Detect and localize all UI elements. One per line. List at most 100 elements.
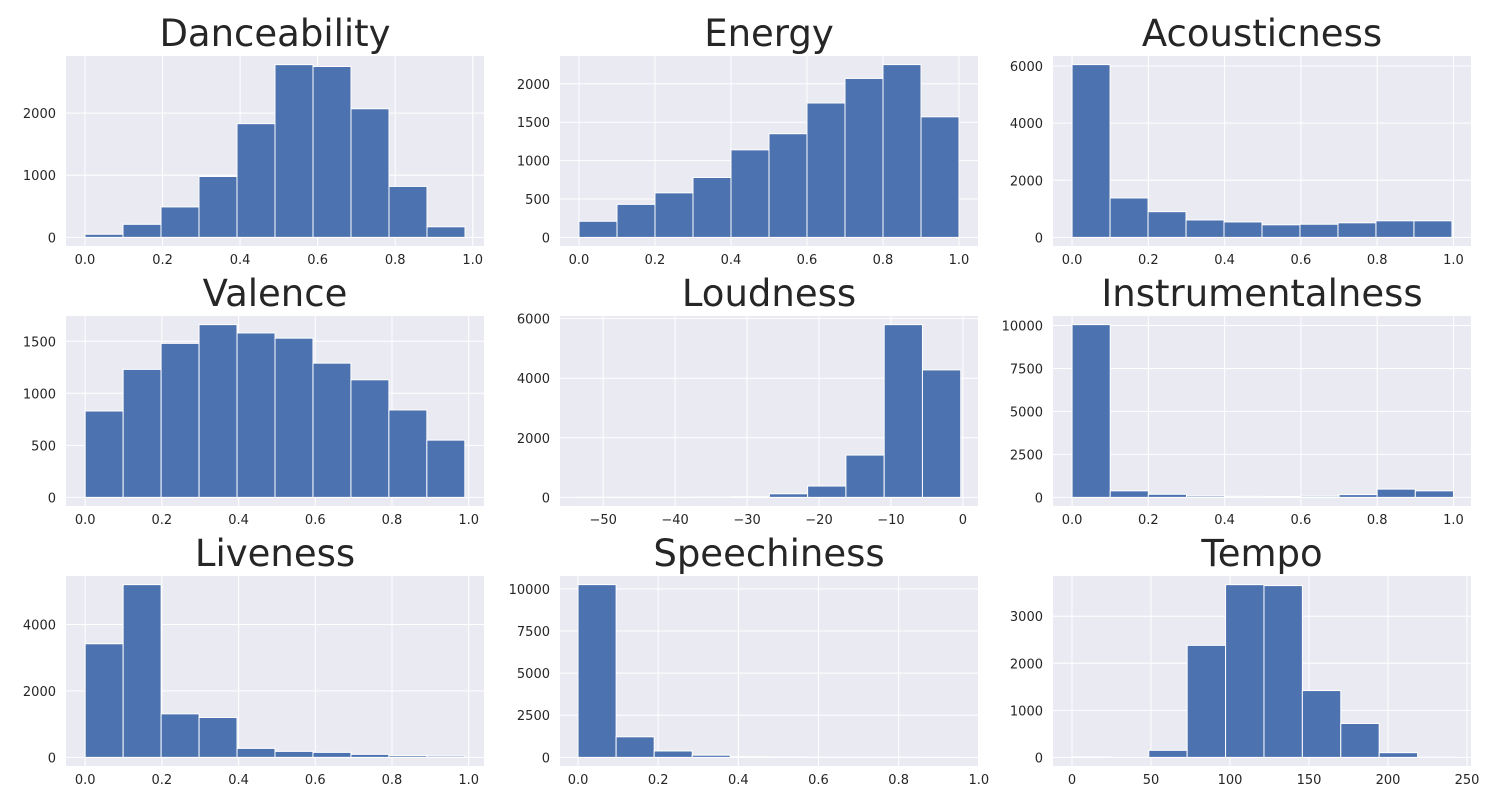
x-tick-label: 150: [1297, 773, 1322, 788]
x-tick-label: 250: [1455, 773, 1480, 788]
y-tick-label: 2000: [23, 685, 56, 700]
x-tick-label: 0.8: [382, 773, 403, 788]
x-tick-label: 0.0: [75, 513, 96, 528]
x-tick-label: 0.0: [75, 253, 96, 268]
chart-title: Loudness: [682, 272, 856, 315]
histogram-bar: [1147, 493, 1187, 498]
y-tick-label: 5000: [1010, 405, 1043, 420]
histogram-bar: [198, 175, 238, 238]
histogram-bar: [1338, 494, 1378, 498]
x-tick-label: 0.2: [1138, 253, 1159, 268]
y-tick-label: 2000: [517, 78, 550, 93]
histogram-bar: [844, 77, 884, 238]
x-tick-label: 0.2: [152, 253, 173, 268]
x-tick-label: 0.0: [1062, 253, 1083, 268]
histogram-bar: [1261, 224, 1301, 238]
histogram-bar: [616, 203, 656, 238]
histogram-bar: [236, 332, 276, 498]
x-tick-label: −20: [805, 513, 832, 528]
x-tick-label: 1.0: [968, 773, 989, 788]
histogram-bar: [198, 717, 238, 758]
y-tick-label: 4000: [517, 372, 550, 387]
histogram-bar: [577, 584, 617, 758]
histogram-bar: [1262, 496, 1302, 498]
histogram-bar: [807, 485, 847, 498]
x-tick-label: 0.4: [1214, 513, 1235, 528]
y-tick-label: 0: [48, 231, 56, 246]
y-tick-label: 4000: [1010, 117, 1043, 132]
y-tick-label: 0: [48, 751, 56, 766]
x-tick-label: −30: [733, 513, 760, 528]
x-tick-label: 0.4: [228, 773, 249, 788]
y-tick-label: 2000: [23, 107, 56, 122]
x-tick-label: 0.6: [1291, 253, 1312, 268]
y-tick-label: 6000: [517, 313, 550, 328]
x-tick-label: 200: [1376, 773, 1401, 788]
x-tick-label: 0.0: [569, 253, 590, 268]
y-tick-label: 4000: [23, 618, 56, 633]
chart-title: Acousticness: [1142, 12, 1382, 55]
histogram-bar: [236, 747, 276, 758]
histogram-bar: [160, 206, 200, 238]
x-tick-label: −50: [589, 513, 616, 528]
histogram-bar: [1109, 490, 1149, 498]
y-tick-label: 7500: [1010, 362, 1043, 377]
histogram-bar: [122, 368, 162, 498]
y-tick-label: 2000: [1010, 174, 1043, 189]
histogram-bar: [84, 410, 124, 498]
histogram-bar: [198, 324, 238, 498]
histogram-bar: [883, 324, 923, 498]
y-tick-label: 0: [542, 231, 550, 246]
histogram-bar: [1375, 220, 1415, 238]
x-tick-label: −10: [877, 513, 904, 528]
histogram-bar: [1223, 221, 1263, 238]
x-tick-label: 0.8: [385, 253, 406, 268]
x-tick-label: 1.0: [458, 773, 479, 788]
histogram-bar: [691, 754, 731, 758]
histogram-bar: [350, 379, 390, 498]
chart-title: Danceability: [159, 12, 390, 55]
histogram-bar: [1225, 584, 1265, 758]
histogram-bar: [1301, 690, 1342, 758]
x-tick-label: 0.8: [1367, 253, 1388, 268]
x-tick-label: 0.4: [230, 253, 251, 268]
histogram-bar: [122, 584, 162, 758]
y-tick-label: 1000: [517, 155, 550, 170]
y-tick-label: 2500: [517, 709, 550, 724]
x-tick-label: 0.6: [307, 253, 328, 268]
x-tick-label: 0.4: [1214, 253, 1235, 268]
y-tick-label: 0: [542, 491, 550, 506]
y-tick-label: 0: [1035, 231, 1043, 246]
histogram-bar: [1147, 211, 1187, 238]
histogram-bar: [1299, 223, 1339, 238]
chart-title: Speechiness: [653, 532, 884, 575]
histogram-bar: [920, 116, 960, 238]
histogram-bar: [768, 493, 809, 498]
x-tick-label: 0.2: [645, 253, 666, 268]
histogram-bar: [654, 192, 694, 238]
histogram-bar: [426, 439, 466, 498]
histogram-bar: [160, 342, 200, 498]
histogram-bar: [274, 750, 314, 758]
y-tick-label: 10000: [509, 583, 550, 598]
x-tick-label: 1.0: [462, 253, 483, 268]
histogram-bar: [84, 643, 124, 758]
chart-title: Energy: [704, 12, 834, 55]
chart-title: Instrumentalness: [1101, 272, 1422, 315]
x-tick-label: 0.6: [305, 773, 326, 788]
histogram-bar: [274, 337, 314, 498]
x-tick-label: 100: [1218, 773, 1243, 788]
histogram-bar: [1414, 490, 1454, 498]
histogram-bar: [1413, 220, 1453, 238]
x-tick-label: 0.2: [152, 513, 173, 528]
x-tick-label: 0.8: [1367, 513, 1388, 528]
x-tick-label: 0.6: [305, 513, 326, 528]
histogram-bar: [236, 123, 276, 238]
histogram-bar: [1337, 222, 1377, 238]
histogram-bar: [84, 233, 124, 238]
x-tick-label: 0.0: [568, 773, 589, 788]
y-tick-label: 6000: [1010, 60, 1043, 75]
x-tick-label: 50: [1143, 773, 1160, 788]
